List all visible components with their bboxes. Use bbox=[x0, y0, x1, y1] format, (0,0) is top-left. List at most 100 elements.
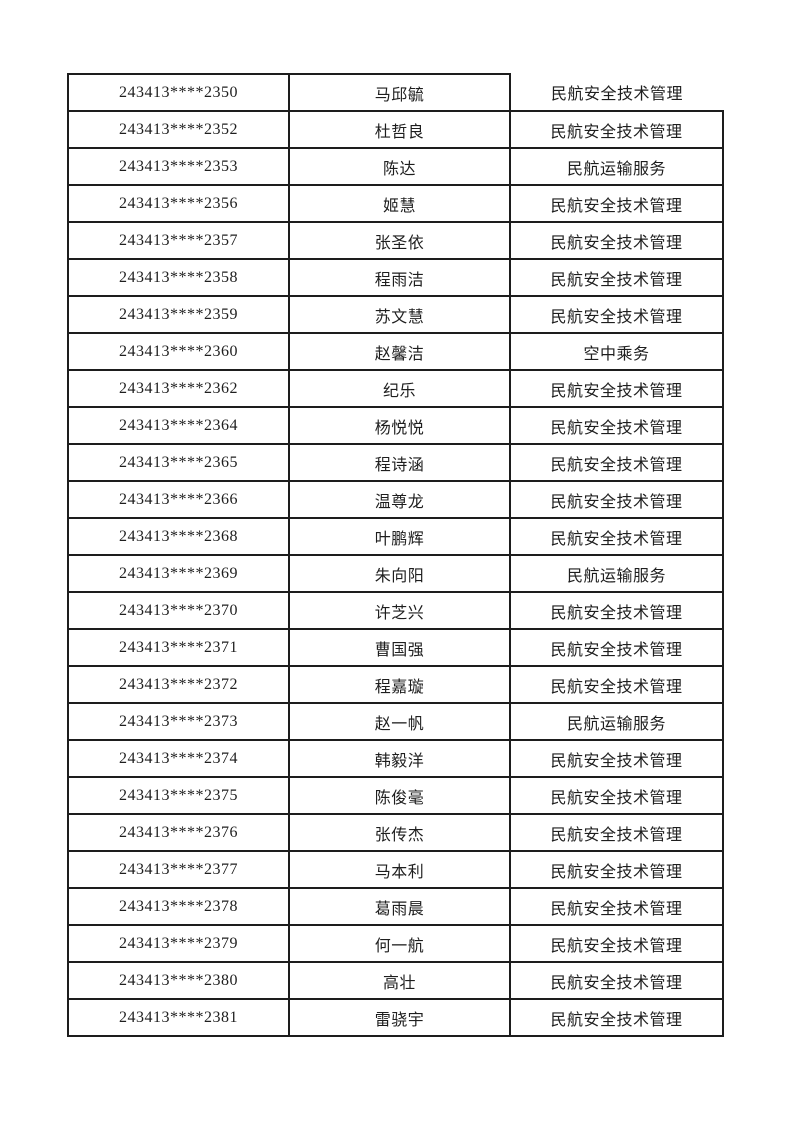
student-name-cell: 陈俊毫 bbox=[288, 776, 511, 815]
exam-id-cell: 243413****2366 bbox=[67, 480, 290, 519]
student-name-cell: 何一航 bbox=[288, 924, 511, 963]
table-row: 243413****2360 赵馨洁 空中乘务 bbox=[67, 332, 724, 371]
exam-id-cell: 243413****2380 bbox=[67, 961, 290, 1000]
exam-id-cell: 243413****2377 bbox=[67, 850, 290, 889]
student-name-cell: 纪乐 bbox=[288, 369, 511, 408]
student-name-cell: 许芝兴 bbox=[288, 591, 511, 630]
major-cell: 民航安全技术管理 bbox=[509, 369, 724, 408]
student-name-cell: 雷骁宇 bbox=[288, 998, 511, 1037]
student-name-cell: 马本利 bbox=[288, 850, 511, 889]
table-row: 243413****2356 姬慧 民航安全技术管理 bbox=[67, 184, 724, 223]
student-name-cell: 葛雨晨 bbox=[288, 887, 511, 926]
major-cell: 空中乘务 bbox=[509, 332, 724, 371]
table-row: 243413****2371 曹国强 民航安全技术管理 bbox=[67, 628, 724, 667]
major-cell: 民航安全技术管理 bbox=[509, 887, 724, 926]
student-name-cell: 程雨洁 bbox=[288, 258, 511, 297]
table-row: 243413****2353 陈达 民航运输服务 bbox=[67, 147, 724, 186]
major-cell: 民航安全技术管理 bbox=[509, 258, 724, 297]
exam-id-cell: 243413****2350 bbox=[67, 73, 290, 112]
exam-id-cell: 243413****2381 bbox=[67, 998, 290, 1037]
table-row: 243413****2370 许芝兴 民航安全技术管理 bbox=[67, 591, 724, 630]
student-name-cell: 高壮 bbox=[288, 961, 511, 1000]
student-name-cell: 曹国强 bbox=[288, 628, 511, 667]
major-cell: 民航安全技术管理 bbox=[509, 591, 724, 630]
student-name-cell: 姬慧 bbox=[288, 184, 511, 223]
table-row: 243413****2350 马邱毓 民航安全技术管理 bbox=[67, 73, 723, 112]
exam-id-cell: 243413****2360 bbox=[67, 332, 290, 371]
major-cell: 民航安全技术管理 bbox=[509, 924, 724, 963]
student-name-cell: 程诗涵 bbox=[288, 443, 511, 482]
exam-id-cell: 243413****2365 bbox=[67, 443, 290, 482]
major-cell: 民航运输服务 bbox=[509, 147, 724, 186]
student-name-cell: 叶鹏辉 bbox=[288, 517, 511, 556]
table-row: 243413****2368 叶鹏辉 民航安全技术管理 bbox=[67, 517, 724, 556]
student-name-cell: 陈达 bbox=[288, 147, 511, 186]
table-row: 243413****2381 雷骁宇 民航安全技术管理 bbox=[67, 998, 724, 1037]
exam-id-cell: 243413****2371 bbox=[67, 628, 290, 667]
table-row: 243413****2379 何一航 民航安全技术管理 bbox=[67, 924, 724, 963]
exam-id-cell: 243413****2378 bbox=[67, 887, 290, 926]
major-cell: 民航安全技术管理 bbox=[509, 665, 724, 704]
table-row: 243413****2376 张传杰 民航安全技术管理 bbox=[67, 813, 724, 852]
exam-id-cell: 243413****2375 bbox=[67, 776, 290, 815]
major-cell: 民航运输服务 bbox=[509, 702, 724, 741]
major-cell: 民航安全技术管理 bbox=[509, 998, 724, 1037]
exam-id-cell: 243413****2379 bbox=[67, 924, 290, 963]
exam-id-cell: 243413****2373 bbox=[67, 702, 290, 741]
table-row: 243413****2358 程雨洁 民航安全技术管理 bbox=[67, 258, 724, 297]
student-name-cell: 程嘉璇 bbox=[288, 665, 511, 704]
student-name-cell: 赵馨洁 bbox=[288, 332, 511, 371]
student-name-cell: 赵一帆 bbox=[288, 702, 511, 741]
exam-id-cell: 243413****2370 bbox=[67, 591, 290, 630]
major-cell: 民航安全技术管理 bbox=[509, 776, 724, 815]
major-cell: 民航安全技术管理 bbox=[509, 480, 724, 519]
major-cell: 民航安全技术管理 bbox=[509, 443, 724, 482]
table-row: 243413****2366 温尊龙 民航安全技术管理 bbox=[67, 480, 724, 519]
roster-body: 243413****2350 马邱毓 民航安全技术管理 243413****23… bbox=[67, 73, 724, 1037]
major-cell: 民航安全技术管理 bbox=[509, 110, 724, 149]
table-row: 243413****2372 程嘉璇 民航安全技术管理 bbox=[67, 665, 724, 704]
student-name-cell: 张传杰 bbox=[288, 813, 511, 852]
exam-id-cell: 243413****2358 bbox=[67, 258, 290, 297]
major-cell: 民航安全技术管理 bbox=[509, 221, 724, 260]
major-cell: 民航安全技术管理 bbox=[509, 74, 723, 112]
exam-id-cell: 243413****2356 bbox=[67, 184, 290, 223]
table-row: 243413****2364 杨悦悦 民航安全技术管理 bbox=[67, 406, 724, 445]
major-cell: 民航安全技术管理 bbox=[509, 813, 724, 852]
table-row: 243413****2352 杜哲良 民航安全技术管理 bbox=[67, 110, 724, 149]
admission-roster-table: 243413****2350 马邱毓 民航安全技术管理 243413****23… bbox=[67, 73, 724, 1037]
exam-id-cell: 243413****2372 bbox=[67, 665, 290, 704]
student-name-cell: 苏文慧 bbox=[288, 295, 511, 334]
major-cell: 民航安全技术管理 bbox=[509, 517, 724, 556]
major-cell: 民航安全技术管理 bbox=[509, 961, 724, 1000]
major-cell: 民航安全技术管理 bbox=[509, 628, 724, 667]
table-row: 243413****2357 张圣依 民航安全技术管理 bbox=[67, 221, 724, 260]
student-name-cell: 温尊龙 bbox=[288, 480, 511, 519]
exam-id-cell: 243413****2362 bbox=[67, 369, 290, 408]
table-row: 243413****2373 赵一帆 民航运输服务 bbox=[67, 702, 724, 741]
exam-id-cell: 243413****2353 bbox=[67, 147, 290, 186]
table-row: 243413****2380 高壮 民航安全技术管理 bbox=[67, 961, 724, 1000]
exam-id-cell: 243413****2369 bbox=[67, 554, 290, 593]
table-row: 243413****2374 韩毅洋 民航安全技术管理 bbox=[67, 739, 724, 778]
student-name-cell: 张圣依 bbox=[288, 221, 511, 260]
student-name-cell: 韩毅洋 bbox=[288, 739, 511, 778]
major-cell: 民航运输服务 bbox=[509, 554, 724, 593]
student-name-cell: 马邱毓 bbox=[288, 73, 511, 112]
exam-id-cell: 243413****2352 bbox=[67, 110, 290, 149]
table-row: 243413****2359 苏文慧 民航安全技术管理 bbox=[67, 295, 724, 334]
exam-id-cell: 243413****2374 bbox=[67, 739, 290, 778]
major-cell: 民航安全技术管理 bbox=[509, 850, 724, 889]
exam-id-cell: 243413****2364 bbox=[67, 406, 290, 445]
table-row: 243413****2377 马本利 民航安全技术管理 bbox=[67, 850, 724, 889]
table-row: 243413****2365 程诗涵 民航安全技术管理 bbox=[67, 443, 724, 482]
student-name-cell: 杨悦悦 bbox=[288, 406, 511, 445]
student-name-cell: 杜哲良 bbox=[288, 110, 511, 149]
major-cell: 民航安全技术管理 bbox=[509, 406, 724, 445]
exam-id-cell: 243413****2368 bbox=[67, 517, 290, 556]
table-row: 243413****2375 陈俊毫 民航安全技术管理 bbox=[67, 776, 724, 815]
student-name-cell: 朱向阳 bbox=[288, 554, 511, 593]
exam-id-cell: 243413****2359 bbox=[67, 295, 290, 334]
table-row: 243413****2362 纪乐 民航安全技术管理 bbox=[67, 369, 724, 408]
